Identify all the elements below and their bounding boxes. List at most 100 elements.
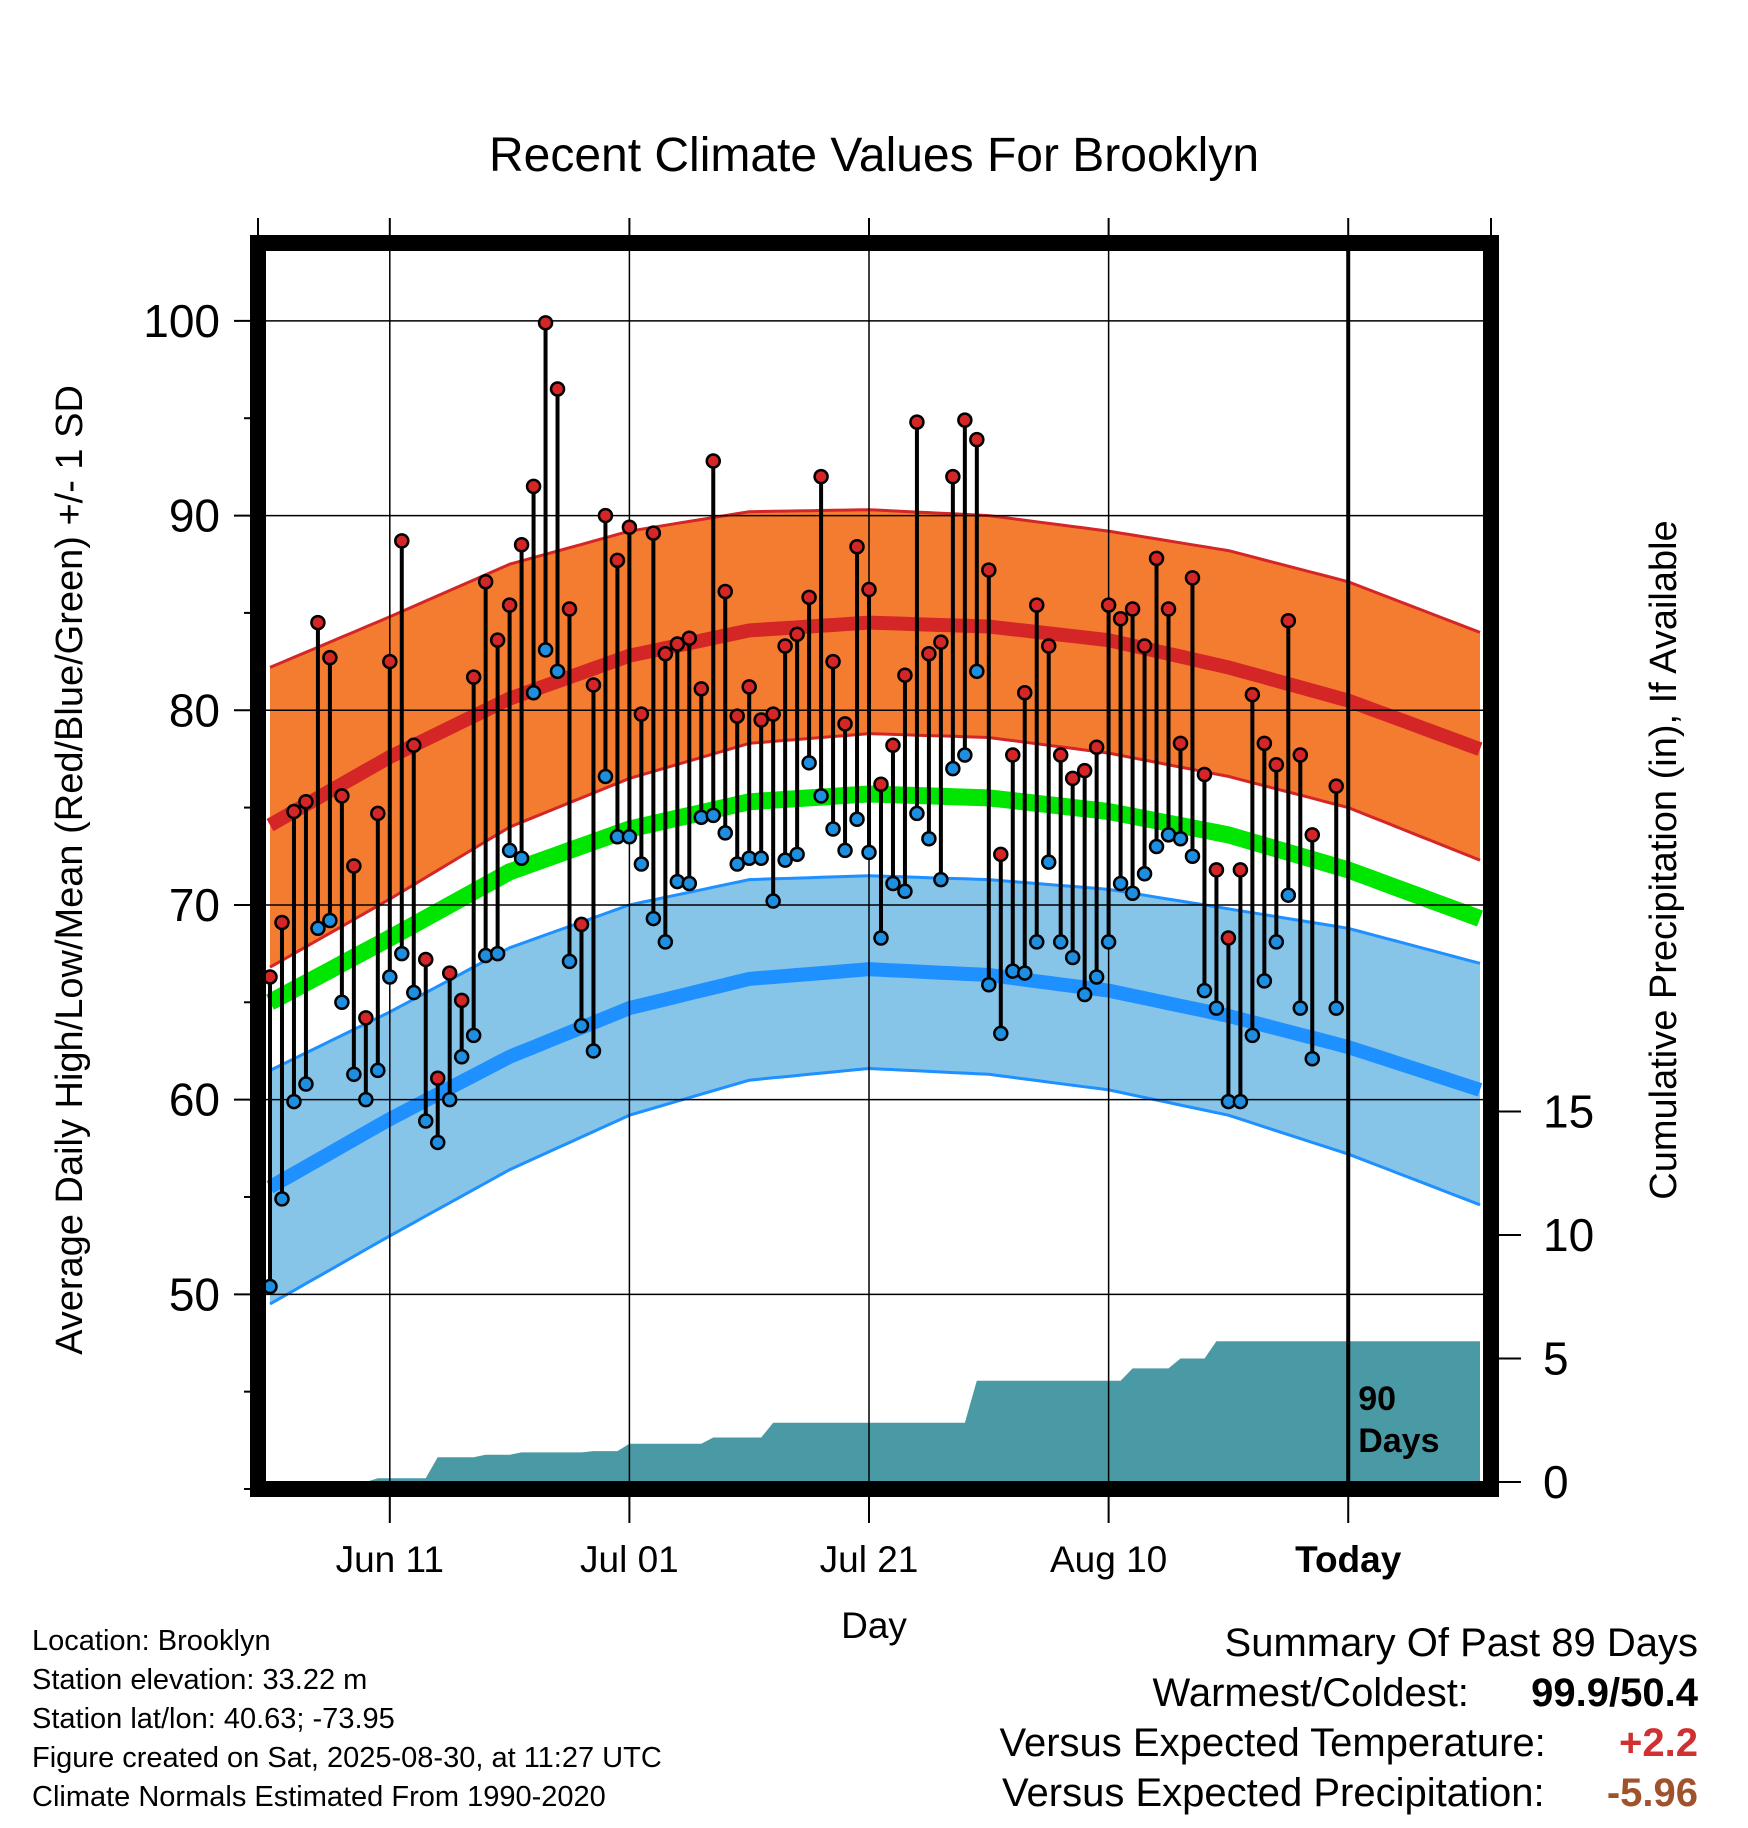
daily-low-point [837,842,853,859]
daily-high-point [1005,747,1021,763]
daily-high-point [621,519,638,535]
daily-low-point [789,846,805,863]
y-axis-label: Average Daily High/Low/Mean (Red/Blue/Gr… [49,385,91,1355]
daily-low-point [1268,934,1285,950]
daily-high-point [717,583,733,600]
y-tick-label: 100 [143,295,220,347]
daily-low-point [873,930,889,946]
daily-high-point [265,969,278,985]
summary-heading: Summary Of Past 89 Days [1224,1621,1698,1665]
daily-high-point [1052,747,1069,763]
daily-low-point [1328,1000,1344,1016]
daily-low-point [969,663,985,680]
summary-precip-row: Versus Expected Precipitation: -5.96 [1000,1768,1698,1818]
daily-high-point [825,653,841,670]
daily-high-point [1124,601,1141,617]
daily-high-point [921,646,937,662]
daily-low-point [1256,973,1273,989]
daily-high-point [1184,570,1201,586]
daily-low-point [489,945,506,962]
daily-high-point [1088,739,1105,755]
daily-high-point [1292,747,1309,763]
daily-low-point [765,893,781,909]
daily-low-point [513,850,530,866]
daily-low-point [945,760,961,777]
x-tick-label: Today [1295,1539,1402,1580]
daily-high-point [453,992,470,1009]
daily-low-point [645,910,662,927]
y-tick-label: 80 [169,684,220,736]
daily-low-point [1196,982,1213,999]
daily-low-point [417,1113,434,1129]
daily-high-point [813,468,829,485]
daily-high-point [1040,638,1057,654]
daily-low-point [286,1093,302,1110]
daily-low-point [861,844,877,861]
daily-low-point [1088,969,1105,985]
daily-low-point [597,768,614,785]
daily-low-point [1124,885,1141,902]
daily-high-point [394,533,410,549]
daily-low-point [334,994,350,1011]
daily-high-point [1256,735,1273,752]
daily-high-point [885,737,901,754]
daily-low-point [909,805,925,822]
x-tick-label: Jun 11 [336,1539,444,1580]
high-upper-edge [269,508,1481,669]
elevation-text: Station elevation: 33.22 m [32,1664,368,1696]
summary-panel: Summary Of Past 89 Days Warmest/Coldest:… [1000,1618,1698,1818]
daily-low-point [1017,965,1033,981]
daily-high-point [837,716,853,732]
daily-high-point [358,1010,374,1026]
daily-high-point [417,951,434,968]
daily-high-point [933,634,949,650]
daily-low-point [897,883,913,900]
x-tick-label: Jul 01 [580,1539,679,1580]
daily-low-point [1112,875,1129,892]
daily-high-point [753,712,769,728]
daily-low-point [705,807,722,824]
daily-low-point [525,684,542,701]
daily-low-point [729,856,745,872]
daily-low-point [265,1278,278,1295]
daily-low-point [429,1134,446,1151]
daily-low-point [1304,1050,1321,1067]
daily-low-point [537,642,554,658]
y-tick-label: 60 [169,1074,220,1126]
daily-high-point [1244,686,1261,703]
daily-high-point [1028,597,1045,613]
daily-low-point [753,850,769,866]
daily-high-point [573,916,590,933]
daily-low-point [813,788,829,804]
days-annotation: Days [1358,1422,1439,1460]
location-text: Location: Brooklyn [32,1625,271,1657]
daily-low-point [346,1066,362,1083]
daily-low-point [1064,949,1081,966]
daily-low-point [681,875,698,892]
daily-high-point [429,1070,446,1086]
summary-warmest-row: Warmest/Coldest: 99.9/50.4 [1000,1668,1698,1718]
daily-low-point [1040,854,1057,870]
warmest-label: Warmest/Coldest: [1152,1671,1469,1715]
daily-high-point [981,562,997,578]
x-axis-label: Day [841,1605,907,1646]
precip-anomaly-label: Versus Expected Precipitation: [1002,1771,1545,1815]
high-sd-band [270,509,1480,968]
daily-low-point [406,984,422,1001]
daily-low-point [717,825,733,841]
daily-high-point [777,638,793,654]
daily-low-point [993,1025,1009,1042]
daily-high-point [370,805,386,822]
daily-high-point [1328,778,1344,794]
daily-high-point [969,431,985,448]
daily-high-point [765,706,781,722]
daily-high-point [1280,612,1297,629]
daily-high-point [849,538,865,555]
daily-high-point [382,653,398,670]
daily-low-point [1292,1000,1309,1016]
daily-low-point [394,945,410,962]
daily-low-point [358,1091,374,1108]
daily-high-point [346,858,362,874]
daily-high-point [693,681,710,697]
